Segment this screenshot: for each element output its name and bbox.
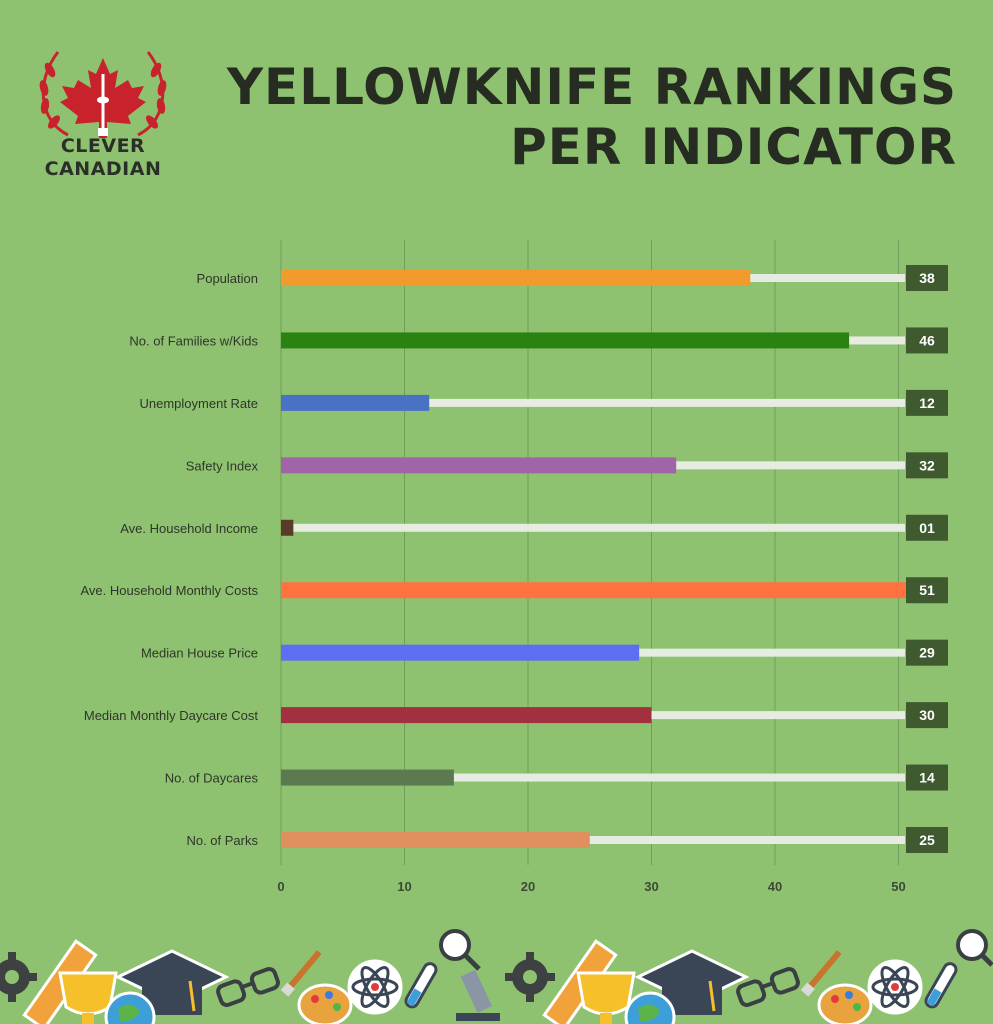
value-label: 25 bbox=[919, 832, 935, 848]
bar bbox=[281, 707, 652, 724]
atom-icon bbox=[867, 959, 923, 1015]
value-badge bbox=[906, 265, 948, 291]
globe-icon bbox=[624, 991, 676, 1024]
chart-title-line-2: PER INDICATOR bbox=[510, 118, 957, 176]
value-badge bbox=[906, 764, 948, 791]
magnifier-icon bbox=[439, 929, 481, 971]
paintbrush-icon bbox=[800, 950, 842, 997]
glasses-icon bbox=[216, 967, 280, 1007]
laurel-leaves-icon bbox=[39, 62, 167, 129]
palette-icon bbox=[817, 983, 873, 1024]
x-tick-label: 30 bbox=[644, 879, 658, 894]
category-label: No. of Families w/Kids bbox=[129, 333, 258, 348]
value-badge bbox=[906, 327, 948, 354]
clever-canadian-logo bbox=[39, 51, 167, 138]
value-badge bbox=[906, 389, 948, 416]
x-tick-label: 0 bbox=[277, 879, 284, 894]
category-label: Ave. Household Income bbox=[120, 521, 258, 536]
bar bbox=[281, 457, 677, 474]
gear-icon bbox=[505, 952, 555, 1002]
paintbrush-icon bbox=[280, 950, 322, 997]
category-label: Unemployment Rate bbox=[140, 396, 259, 411]
graduation-cap-icon bbox=[634, 949, 750, 1015]
value-label: 01 bbox=[919, 520, 935, 536]
value-label: 30 bbox=[919, 707, 935, 723]
value-label: 38 bbox=[919, 270, 935, 286]
x-tick-label: 40 bbox=[768, 879, 782, 894]
brand-line-1: CLEVER bbox=[60, 135, 146, 157]
globe-icon bbox=[104, 991, 156, 1024]
laurel-wreath-icon bbox=[41, 51, 165, 137]
microscope-icon bbox=[456, 969, 500, 1021]
test-tube-icon bbox=[404, 962, 438, 1009]
value-badge bbox=[906, 514, 948, 541]
value-label: 12 bbox=[919, 395, 935, 411]
cn-tower-icon bbox=[97, 74, 109, 136]
school-icons-strip bbox=[0, 929, 993, 1024]
test-tube-icon bbox=[924, 962, 958, 1009]
bar bbox=[281, 270, 751, 286]
category-label: Median House Price bbox=[141, 646, 258, 661]
gear-icon bbox=[0, 952, 37, 1002]
bar-track bbox=[281, 836, 905, 844]
value-badge bbox=[906, 827, 948, 853]
value-label: 32 bbox=[919, 457, 935, 473]
bar bbox=[281, 332, 850, 349]
value-label: 14 bbox=[919, 770, 935, 786]
category-label: Population bbox=[197, 271, 258, 286]
magnifier-icon bbox=[956, 929, 993, 967]
x-tick-label: 20 bbox=[521, 879, 535, 894]
bar bbox=[281, 394, 430, 411]
palette-icon bbox=[297, 983, 353, 1024]
category-label: No. of Daycares bbox=[165, 771, 259, 786]
bar bbox=[281, 769, 454, 786]
glasses-icon bbox=[736, 967, 800, 1007]
value-badge bbox=[906, 577, 948, 604]
atom-icon bbox=[347, 959, 403, 1015]
category-label: No. of Parks bbox=[186, 833, 258, 848]
value-badge bbox=[906, 639, 948, 666]
x-tick-label: 50 bbox=[891, 879, 905, 894]
category-label: Safety Index bbox=[186, 458, 259, 473]
value-label: 51 bbox=[919, 582, 935, 598]
value-label: 46 bbox=[919, 332, 935, 348]
chart-title-line-1: YELLOWKNIFE RANKINGS bbox=[226, 58, 957, 116]
value-badge bbox=[906, 452, 948, 479]
bar-track bbox=[281, 398, 905, 407]
bar-track bbox=[281, 523, 905, 532]
value-badge bbox=[906, 702, 948, 729]
bar bbox=[281, 832, 590, 848]
bar bbox=[281, 644, 640, 661]
bar bbox=[281, 582, 911, 599]
bar-track bbox=[281, 773, 905, 782]
brand-line-2: CANADIAN bbox=[44, 158, 162, 180]
x-tick-label: 10 bbox=[397, 879, 411, 894]
category-label: Median Monthly Daycare Cost bbox=[84, 708, 259, 723]
bar bbox=[281, 519, 294, 536]
category-label: Ave. Household Monthly Costs bbox=[80, 583, 258, 598]
value-label: 29 bbox=[919, 645, 935, 661]
